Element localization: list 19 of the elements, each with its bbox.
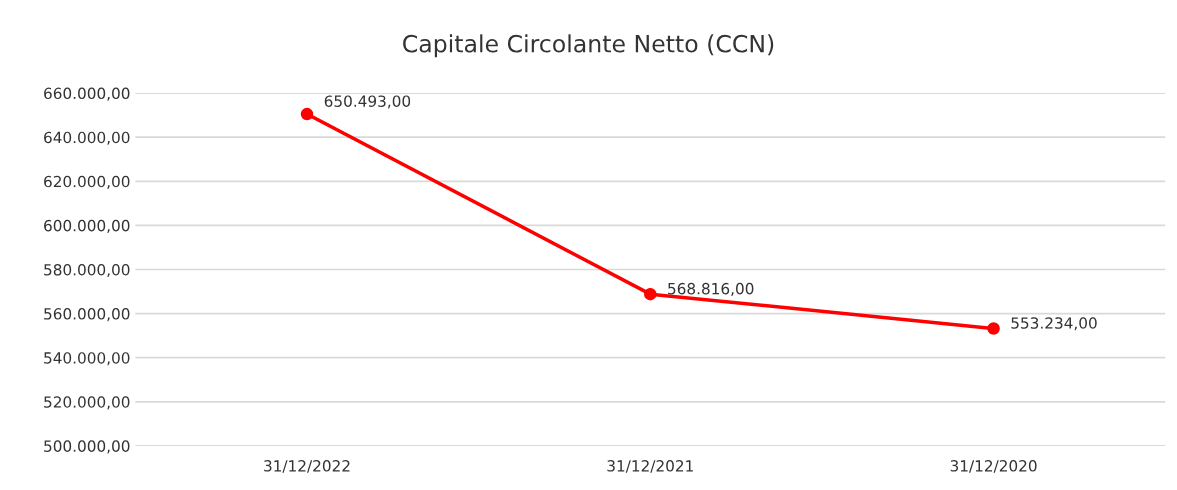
data-label: 568.816,00: [668, 282, 754, 296]
x-tick-label: 31/12/2020: [950, 460, 1037, 473]
y-tick-label: 500.000,00: [44, 440, 130, 454]
chart-title: Capitale Circolante Netto (CCN): [403, 34, 774, 58]
point: [300, 107, 314, 121]
point: [987, 322, 1000, 335]
y-tick-label: 620.000,00: [44, 175, 130, 189]
x-tick-label: 31/12/2022: [264, 460, 350, 473]
y-tick-label: 580.000,00: [44, 263, 130, 278]
x-tick-label: 31/12/2021: [607, 460, 693, 473]
y-tick-label: 560.000,00: [44, 308, 130, 322]
y-tick-label: 540.000,00: [44, 352, 130, 366]
y-tick-label: 660.000,00: [44, 87, 130, 101]
y-tick-label: 600.000,00: [44, 219, 130, 233]
data-label: 553.234,00: [1011, 317, 1097, 331]
data-label: 650.493,00: [324, 95, 411, 109]
point: [644, 287, 657, 301]
y-tick-label: 520.000,00: [44, 396, 130, 410]
y-tick-label: 640.000,00: [44, 131, 130, 145]
